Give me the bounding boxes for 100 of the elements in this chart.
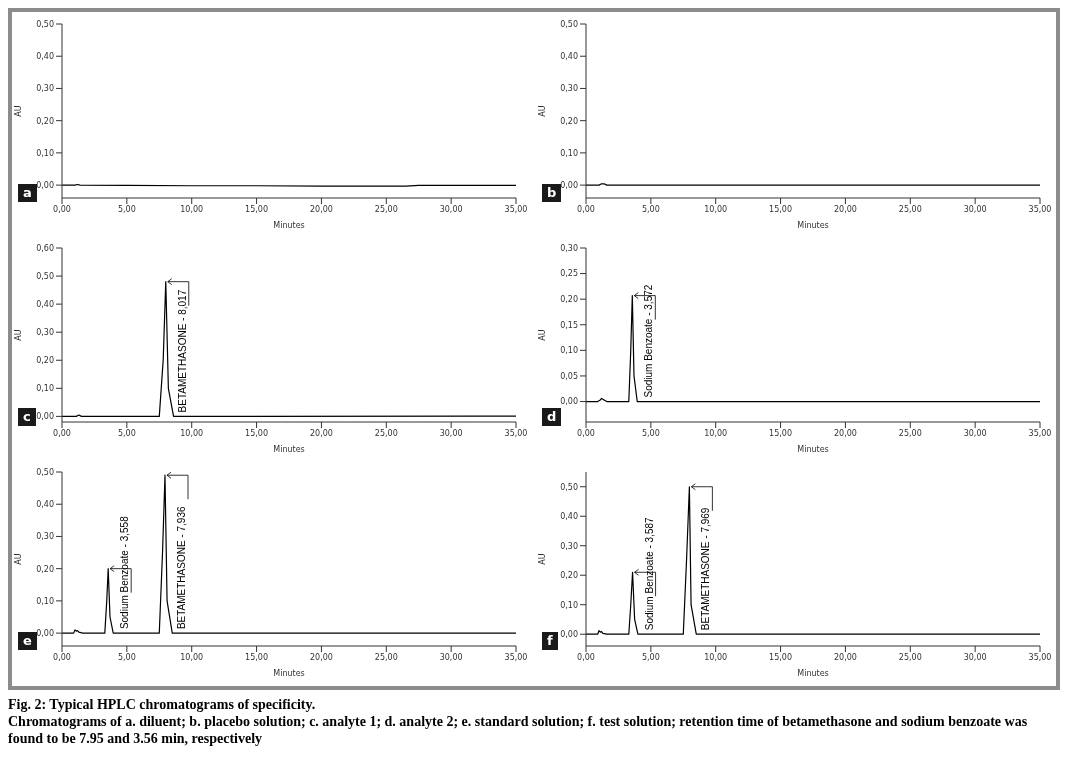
x-tick-label: 20,00 — [309, 204, 333, 214]
x-tick-label: 20,00 — [309, 652, 333, 662]
x-tick-label: 25,00 — [374, 428, 398, 438]
y-tick-label: 0,60 — [36, 243, 54, 253]
x-tick-label: 20,00 — [833, 652, 857, 662]
x-tick-label: 10,00 — [180, 652, 204, 662]
x-axis-title: Minutes — [797, 445, 829, 454]
y-tick-label: 0,00 — [36, 180, 54, 190]
y-tick-label: 0,20 — [36, 564, 54, 574]
x-tick-label: 10,00 — [704, 428, 728, 438]
y-tick-label: 0,00 — [36, 412, 54, 422]
x-tick-label: 25,00 — [374, 652, 398, 662]
x-tick-label: 25,00 — [898, 428, 922, 438]
x-tick-label: 25,00 — [898, 204, 922, 214]
annotation: Sodium Benzoate - 3,558 — [119, 515, 131, 630]
y-tick-label: 0,20 — [560, 295, 578, 305]
caption: Fig. 2: Typical HPLC chromatograms of specificity. — [8, 696, 317, 713]
y-tick-label: 0,00 — [36, 628, 54, 638]
y-tick-label: 0,30 — [36, 84, 54, 94]
x-tick-label: 30,00 — [439, 652, 463, 662]
y-tick-label: 0,00 — [560, 630, 578, 640]
y-axis-title: AU — [537, 329, 547, 341]
y-tick-label: 0,50 — [36, 467, 54, 477]
annotation: BETAMETHASONE - 8,017 — [176, 289, 188, 413]
y-tick-label: 0,20 — [36, 116, 54, 126]
x-tick-label: 5,00 — [117, 204, 136, 214]
y-tick-label: 0,50 — [36, 271, 54, 281]
text: f — [542, 632, 558, 650]
x-tick-label: 20,00 — [309, 428, 333, 438]
y-axis-title: AU — [13, 553, 23, 565]
x-tick-label: 35,00 — [1028, 652, 1052, 662]
annotation: BETAMETHASONE - 7,936 — [175, 506, 187, 630]
y-axis-title: AU — [537, 553, 547, 565]
x-tick-label: 15,00 — [769, 652, 793, 662]
y-axis-title: AU — [13, 105, 23, 117]
x-tick-label: 0,00 — [577, 652, 595, 662]
x-axis-title: Minutes — [273, 669, 305, 678]
text: d — [542, 408, 562, 426]
annotation: BETAMETHASONE - 7,969 — [700, 507, 712, 631]
y-tick-label: 0,40 — [560, 512, 578, 522]
x-tick-label: 0,00 — [577, 204, 595, 214]
x-tick-label: 5,00 — [641, 204, 660, 214]
y-tick-label: 0,50 — [560, 19, 578, 29]
y-axis-title: AU — [13, 329, 23, 341]
annotation: Sodium Benzoate - 3,572 — [643, 284, 655, 398]
y-tick-label: 0,25 — [560, 269, 578, 279]
y-tick-label: 0,30 — [560, 84, 578, 94]
y-tick-label: 0,05 — [560, 371, 578, 381]
x-axis-title: Minutes — [273, 445, 305, 454]
y-tick-label: 0,20 — [560, 116, 578, 126]
y-tick-label: 0,20 — [560, 571, 578, 581]
x-tick-label: 15,00 — [245, 204, 269, 214]
text: b — [542, 184, 562, 202]
x-tick-label: 35,00 — [1028, 428, 1052, 438]
x-axis-title: Minutes — [273, 221, 305, 230]
y-tick-label: 0,40 — [36, 52, 54, 62]
x-tick-label: 30,00 — [439, 428, 463, 438]
x-tick-label: 30,00 — [963, 204, 987, 214]
y-tick-label: 0,40 — [36, 500, 54, 510]
x-tick-label: 20,00 — [833, 428, 857, 438]
annotation: Sodium Benzoate - 3,587 — [643, 516, 655, 631]
y-tick-label: 0,10 — [560, 346, 578, 356]
x-tick-label: 35,00 — [504, 428, 528, 438]
y-axis-title: AU — [537, 105, 547, 117]
x-tick-label: 0,00 — [53, 428, 71, 438]
text: Chromatograms of a. diluent; b. placebo solution; c. analyte 1; d. analyte 2; e. standard solution; f. test solution; retention time of betamethasone and sodium benzoate was found to be 7.95 and 3.56 min, respectively — [8, 713, 1029, 747]
y-tick-label: 0,10 — [36, 148, 54, 158]
y-tick-label: 0,10 — [36, 596, 54, 606]
x-axis-title: Minutes — [797, 221, 829, 230]
x-tick-label: 25,00 — [374, 204, 398, 214]
x-tick-label: 5,00 — [117, 428, 136, 438]
y-tick-label: 0,20 — [36, 356, 54, 366]
y-tick-label: 0,30 — [36, 328, 54, 338]
x-tick-label: 5,00 — [117, 652, 136, 662]
y-tick-label: 0,50 — [560, 482, 578, 492]
x-tick-label: 5,00 — [641, 652, 660, 662]
x-tick-label: 15,00 — [769, 204, 793, 214]
x-axis-title: Minutes — [797, 669, 829, 678]
y-tick-label: 0,30 — [36, 532, 54, 542]
x-tick-label: 35,00 — [504, 652, 528, 662]
x-tick-label: 10,00 — [180, 428, 204, 438]
x-tick-label: 25,00 — [898, 652, 922, 662]
x-tick-label: 0,00 — [53, 204, 71, 214]
x-tick-label: 15,00 — [769, 428, 793, 438]
line-series — [62, 474, 516, 634]
y-tick-label: 0,10 — [560, 148, 578, 158]
x-tick-label: 10,00 — [704, 652, 728, 662]
x-tick-label: 30,00 — [439, 204, 463, 214]
x-tick-label: 0,00 — [577, 428, 595, 438]
y-tick-label: 0,30 — [560, 243, 578, 253]
x-tick-label: 30,00 — [963, 652, 987, 662]
x-tick-label: 35,00 — [1028, 204, 1052, 214]
y-tick-label: 0,15 — [560, 320, 578, 330]
x-tick-label: 15,00 — [245, 428, 269, 438]
y-tick-label: 0,10 — [36, 384, 54, 394]
x-tick-label: 5,00 — [641, 428, 660, 438]
y-tick-label: 0,30 — [560, 541, 578, 551]
text: e — [18, 632, 37, 650]
x-tick-label: 10,00 — [180, 204, 204, 214]
y-tick-label: 0,10 — [560, 600, 578, 610]
